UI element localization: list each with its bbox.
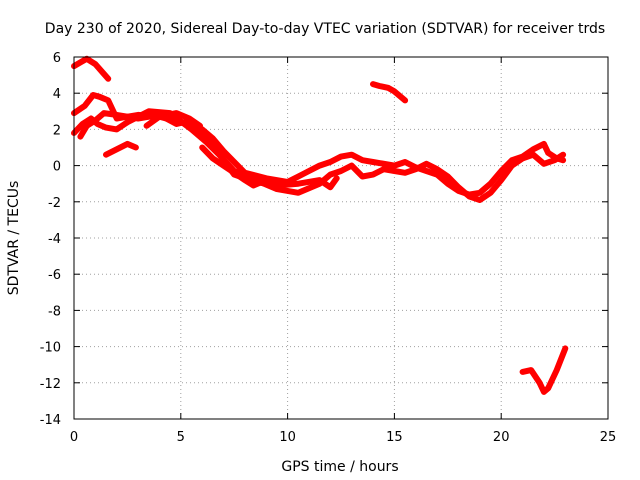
x-tick-labels: 0 5 10 15 20 25	[70, 430, 616, 445]
series-track-4	[77, 110, 340, 191]
y-axis-label: SDTVAR / TECUs	[6, 181, 22, 296]
series-track-5	[103, 140, 139, 158]
y-tick-label: 2	[53, 123, 61, 138]
y-tick-label: -6	[48, 268, 61, 283]
y-tick-label: -4	[48, 232, 61, 247]
series-track-6	[143, 110, 203, 129]
x-tick-label: 5	[177, 430, 185, 445]
y-tick-label: 4	[53, 87, 61, 102]
x-tick-label: 0	[70, 430, 78, 445]
y-tick-label: -14	[40, 413, 61, 428]
series-layer	[71, 55, 569, 395]
y-tick-label: -10	[40, 341, 61, 356]
series-track-8	[370, 81, 409, 104]
grid	[74, 57, 608, 419]
x-tick-label: 10	[279, 430, 296, 445]
y-tick-labels: -14 -12 -10 -8 -6 -4 -2 0 2 4 6	[40, 51, 61, 428]
y-tick-label: 6	[53, 51, 61, 66]
series-track-1	[71, 55, 112, 82]
y-tick-label: -2	[48, 196, 61, 211]
x-tick-label: 15	[386, 430, 403, 445]
x-tick-label: 25	[600, 430, 617, 445]
x-tick-label: 20	[493, 430, 510, 445]
axis-ticks	[73, 56, 609, 420]
x-axis-label: GPS time / hours	[281, 459, 398, 475]
y-tick-label: -8	[48, 304, 61, 319]
series-track-7	[199, 144, 265, 189]
y-tick-label: 0	[53, 160, 61, 175]
series-track-9	[519, 345, 569, 395]
chart-title: Day 230 of 2020, Sidereal Day-to-day VTE…	[45, 21, 605, 37]
plot-area	[73, 56, 609, 420]
y-tick-label: -12	[40, 377, 61, 392]
